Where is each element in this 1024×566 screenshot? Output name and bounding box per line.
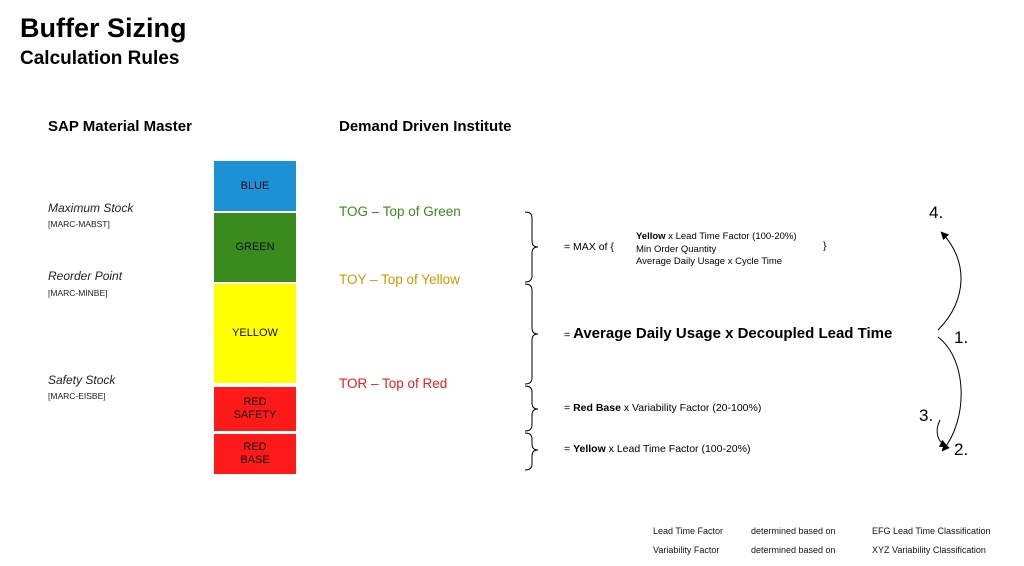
top-of-green-label: TOG – Top of Green — [339, 204, 461, 219]
page-subtitle: Calculation Rules — [20, 48, 180, 69]
lead-time-factor-note: Lead Time Factor — [653, 526, 724, 536]
page-title: Buffer Sizing — [20, 13, 187, 43]
yellow-brace — [524, 283, 539, 385]
maximum-stock-label: Maximum Stock — [48, 201, 134, 215]
red-safety-formula: = Red Base x Variability Factor (20-100%… — [564, 402, 762, 414]
red-base-zone: RED BASE — [214, 434, 296, 474]
step-2-label: 2. — [954, 440, 969, 459]
yellow-formula: = Average Daily Usage x Decoupled Lead T… — [564, 325, 893, 342]
lead-time-factor-source: EFG Lead Time Classification — [872, 526, 991, 536]
step-3-label: 3. — [919, 406, 934, 425]
green-formula-close: } — [823, 240, 827, 252]
step-1-label: 1. — [954, 328, 969, 347]
red-safety-zone: RED SAFETY — [214, 387, 296, 431]
variability-factor-note: Variability Factor — [653, 545, 720, 555]
step-arrow-to-4 — [937, 231, 962, 331]
maximum-stock-code: [MARC-MABST] — [48, 219, 110, 229]
top-of-red-label: TOR – Top of Red — [339, 376, 448, 391]
red-base-formula: = Yellow x Lead Time Factor (100-20%) — [564, 443, 751, 455]
green-formula-prefix: = MAX of { — [564, 241, 614, 253]
green-formula-line2: Min Order Quantity — [636, 244, 717, 255]
step-4-label: 4. — [929, 203, 944, 222]
safety-stock-label: Safety Stock — [48, 373, 116, 387]
sap-column-heading: SAP Material Master — [48, 118, 192, 135]
yellow-zone: YELLOW — [214, 284, 296, 383]
ddi-column-heading: Demand Driven Institute — [339, 118, 512, 135]
red-safety-brace — [524, 385, 539, 432]
variability-factor-source: XYZ Variability Classification — [872, 545, 986, 555]
safety-stock-code: [MARC-EISBE] — [48, 391, 106, 401]
red-base-brace — [524, 432, 539, 471]
green-formula-line3: Average Daily Usage x Cycle Time — [636, 256, 783, 267]
top-of-yellow-label: TOY – Top of Yellow — [339, 272, 460, 287]
green-zone: GREEN — [214, 213, 296, 282]
step-arrow-3 — [936, 419, 948, 447]
green-brace — [524, 211, 539, 283]
green-formula-line1: Yellow x Lead Time Factor (100-20%) — [636, 231, 797, 242]
reorder-point-code: [MARC-MINBE] — [48, 288, 108, 298]
variability-factor-link: determined based on — [751, 545, 836, 555]
reorder-point-label: Reorder Point — [48, 269, 123, 283]
step-arrow-1-to-2 — [937, 336, 962, 452]
lead-time-factor-link: determined based on — [751, 526, 836, 536]
blue-zone: BLUE — [214, 161, 296, 211]
